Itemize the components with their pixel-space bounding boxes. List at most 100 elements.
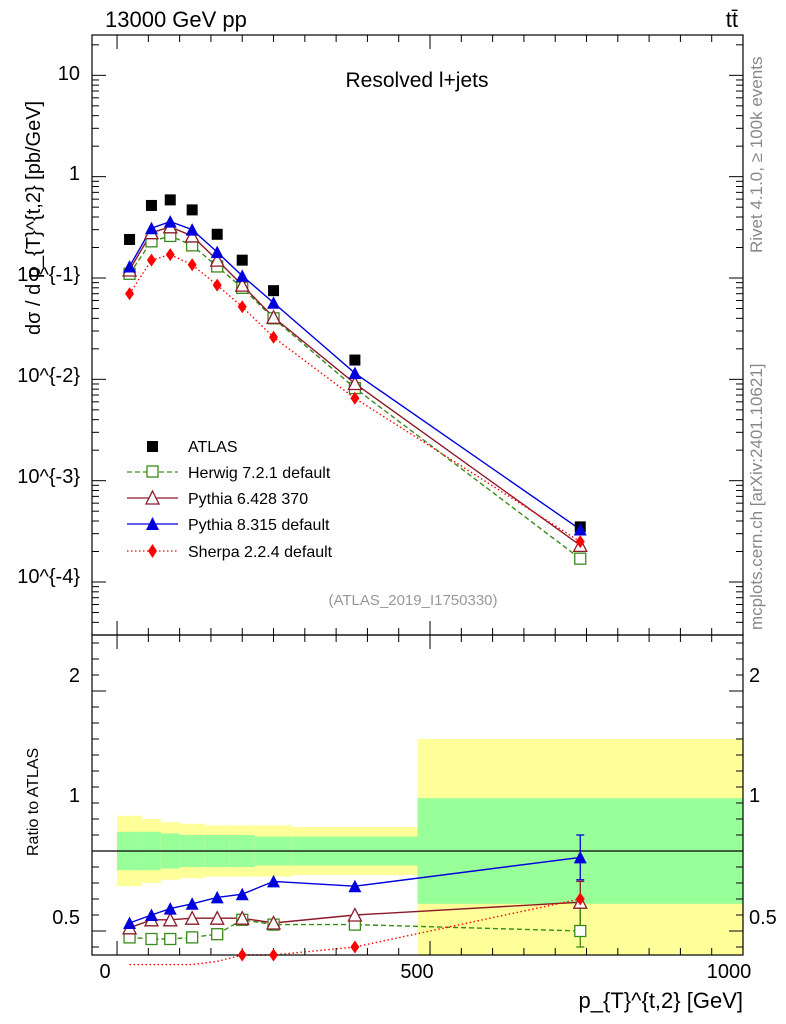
data-point: [210, 890, 224, 904]
data-point: [573, 850, 587, 864]
data-point: [267, 296, 281, 309]
chart-title: Resolved l+jets: [346, 69, 489, 92]
data-point: [235, 269, 249, 282]
data-point: [574, 552, 587, 565]
data-point: [184, 228, 200, 243]
y-tick-label: 1: [69, 163, 80, 185]
data-point: [185, 223, 199, 236]
legend-label: ATLAS: [188, 439, 238, 456]
y-tick-label: 10^{-1}: [17, 264, 80, 286]
data-point: [163, 902, 177, 915]
legend-marker: [144, 489, 161, 505]
ratio-plot-frame: [91, 634, 744, 956]
legend-label: Pythia 8.315 default: [188, 517, 330, 534]
ratio-line: [129, 898, 581, 966]
ratio-tick-label: 2: [749, 665, 760, 687]
data-point: [267, 874, 281, 888]
data-point: [211, 928, 224, 941]
y-tick-label: 10^{-4}: [17, 566, 80, 588]
data-point: [164, 194, 176, 206]
y-axis-label: dσ / d p_{T}^{t,2} [pb/GeV]: [23, 101, 45, 335]
legend-label: Herwig 7.2.1 default: [188, 465, 331, 482]
data-point: [186, 204, 198, 216]
data-point: [184, 910, 200, 925]
data-point: [163, 215, 177, 228]
data-point: [575, 892, 585, 906]
legend-label: Pythia 6.428 370: [188, 491, 308, 508]
ratio-tick-labels-left: 0.5 1 2: [52, 665, 80, 929]
x-axis-label: p_{T}^{t,2} [GeV]: [579, 988, 743, 1013]
y-tick-label: 10^{-2}: [17, 365, 80, 387]
legend-pythia8: Pythia 8.315 default: [127, 517, 330, 534]
data-point: [144, 908, 158, 921]
data-point: [164, 932, 177, 946]
legend-marker: [146, 517, 159, 530]
data-point: [146, 253, 156, 267]
legend-pythia6: Pythia 6.428 370: [127, 489, 308, 508]
data-point: [269, 330, 279, 344]
rivet-label: Rivet 4.1.0, ≥ 100k events: [747, 57, 766, 253]
data-point: [350, 940, 360, 954]
legend: ATLAS Herwig 7.2.1 default Pythia 6.428 …: [127, 439, 333, 561]
ratio-tick-label: 0.5: [52, 907, 80, 929]
data-point: [347, 375, 363, 391]
data-point: [123, 259, 137, 273]
data-point: [235, 887, 249, 901]
y-tick-labels: 10^{-4} 10^{-3} 10^{-2} 10^{-1} 1 10: [17, 63, 80, 588]
data-point: [237, 300, 247, 314]
legend-marker: [148, 544, 157, 558]
data-point: [125, 287, 135, 301]
legend-label: Sherpa 2.2.4 default: [188, 544, 333, 561]
data-point: [145, 932, 158, 946]
legend-marker: [147, 441, 158, 452]
mcplots-label: mcplots.cern.ch [arXiv:2401.10621]: [747, 364, 766, 630]
legend-marker: [146, 465, 159, 478]
ratio-tick-label: 0.5: [749, 907, 777, 929]
ratio-markers: [121, 850, 588, 962]
data-point: [212, 278, 222, 292]
data-point: [124, 233, 136, 245]
data-point: [165, 248, 175, 262]
data-point: [187, 258, 197, 272]
y-tick-label: 10: [58, 63, 80, 85]
data-point: [348, 366, 362, 380]
ratio-tick-labels-right: 0.5 1 2: [749, 665, 777, 929]
data-point: [234, 277, 250, 292]
data-point: [144, 221, 158, 235]
data-point: [185, 897, 199, 910]
data-point: [236, 254, 248, 266]
ratio-y-axis-label: Ratio to ATLAS: [25, 748, 42, 856]
data-point: [268, 285, 280, 297]
header-left: 13000 GeV pp: [105, 7, 247, 32]
x-tick-label: 0: [99, 961, 110, 983]
data-point: [265, 309, 282, 324]
main-markers: [121, 194, 588, 565]
data-point: [348, 879, 362, 893]
x-tick-labels: 0 500 1000: [99, 961, 751, 983]
data-point: [574, 924, 587, 938]
data-point: [350, 391, 360, 405]
data-point: [209, 910, 225, 925]
data-point: [349, 354, 361, 366]
data-point: [237, 948, 247, 962]
data-point: [265, 915, 282, 930]
data-point: [145, 199, 157, 211]
data-point: [123, 916, 137, 929]
data-point: [347, 907, 363, 922]
legend-sherpa: Sherpa 2.2.4 default: [127, 544, 333, 561]
data-point: [210, 245, 224, 259]
data-point: [573, 522, 587, 536]
data-point: [234, 910, 250, 925]
x-tick-label: 1000: [707, 961, 752, 983]
ratio-line: [129, 919, 581, 940]
data-point: [269, 948, 279, 962]
data-point: [575, 535, 585, 549]
y-tick-label: 10^{-3}: [17, 466, 80, 488]
ratio-tick-label: 1: [749, 785, 760, 807]
x-tick-label: 500: [400, 961, 433, 983]
analysis-id: (ATLAS_2019_I1750330): [328, 592, 497, 609]
data-point: [211, 228, 223, 240]
ratio-tick-label: 1: [69, 785, 80, 807]
data-point: [209, 252, 225, 267]
